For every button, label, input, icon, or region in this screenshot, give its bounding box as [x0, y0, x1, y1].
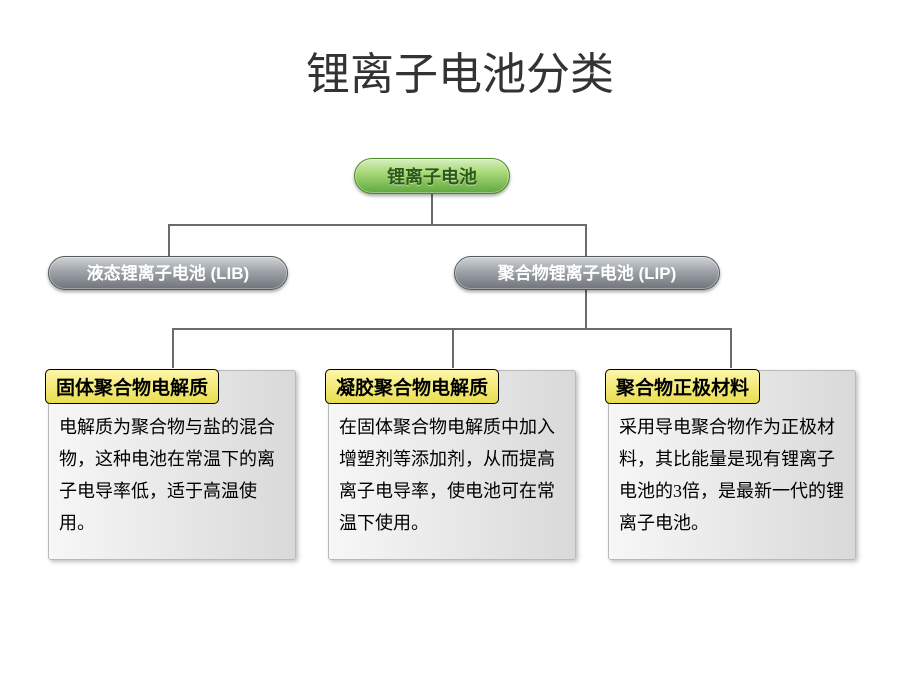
branch-lib: 液态锂离子电池 (LIB): [48, 256, 288, 290]
card-solid-title: 固体聚合物电解质: [45, 369, 219, 404]
connector-lip-down: [585, 224, 587, 256]
card-cathode-body-text: 采用导电聚合物作为正极材料，其比能量是现有锂离子电池的3倍，是最新一代的锂离子电…: [619, 417, 844, 533]
branch-lib-label: 液态锂离子电池 (LIB): [87, 264, 249, 283]
card-gel: 凝胶聚合物电解质 在固体聚合物电解质中加入增塑剂等添加剂，从而提高离子电导率，使…: [328, 370, 576, 560]
card-solid-title-text: 固体聚合物电解质: [56, 378, 208, 399]
card-gel-title: 凝胶聚合物电解质: [325, 369, 499, 404]
card-cathode-title: 聚合物正极材料: [605, 369, 760, 404]
card-solid-body: 电解质为聚合物与盐的混合物，这种电池在常温下的离子电导率低，适于高温使用。: [59, 411, 285, 539]
branch-lip-label: 聚合物锂离子电池 (LIP): [498, 264, 677, 283]
card-cathode-title-text: 聚合物正极材料: [616, 378, 749, 399]
page-title: 锂离子电池分类: [0, 38, 920, 102]
branch-lip: 聚合物锂离子电池 (LIP): [454, 256, 720, 290]
connector-root-down: [431, 194, 433, 224]
card-gel-body: 在固体聚合物电解质中加入增塑剂等添加剂，从而提高离子电导率，使电池可在常温下使用…: [339, 411, 565, 539]
root-node-label: 锂离子电池: [387, 167, 477, 187]
connector-card1-down: [172, 328, 174, 368]
connector-card2-down: [452, 328, 454, 368]
card-cathode-body: 采用导电聚合物作为正极材料，其比能量是现有锂离子电池的3倍，是最新一代的锂离子电…: [619, 411, 845, 539]
card-solid-body-text: 电解质为聚合物与盐的混合物，这种电池在常温下的离子电导率低，适于高温使用。: [59, 417, 275, 533]
connector-card3-down: [730, 328, 732, 368]
card-solid: 固体聚合物电解质 电解质为聚合物与盐的混合物，这种电池在常温下的离子电导率低，适…: [48, 370, 296, 560]
card-gel-body-text: 在固体聚合物电解质中加入增塑剂等添加剂，从而提高离子电导率，使电池可在常温下使用…: [339, 417, 555, 533]
connector-level1-hbar: [168, 224, 587, 226]
connector-lip-below: [585, 290, 587, 328]
card-gel-title-text: 凝胶聚合物电解质: [336, 378, 488, 399]
card-cathode: 聚合物正极材料 采用导电聚合物作为正极材料，其比能量是现有锂离子电池的3倍，是最…: [608, 370, 856, 560]
connector-lib-down: [168, 224, 170, 256]
root-node: 锂离子电池: [354, 158, 510, 194]
